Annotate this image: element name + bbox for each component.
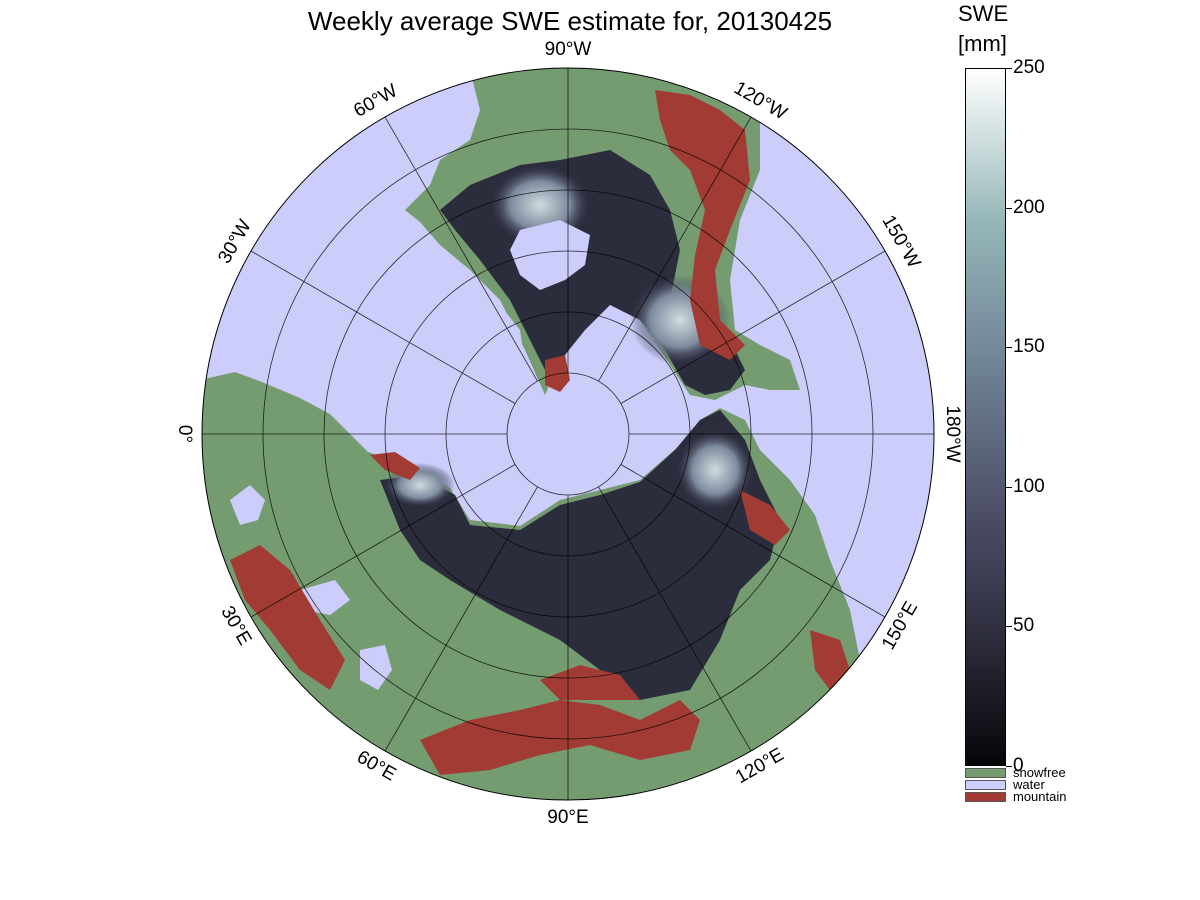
meridian-line	[250, 250, 516, 404]
mountains-east-siberia	[740, 490, 790, 545]
meridian-line	[384, 486, 538, 752]
swe-peak-yakutia	[677, 430, 753, 510]
longitude-label-90w: 90°W	[545, 39, 592, 60]
colorbar-tick	[1006, 68, 1012, 69]
colorbar-tick-label: 250	[1013, 57, 1045, 78]
mountains-scandinavia	[370, 452, 420, 480]
greenland-ice	[425, 295, 525, 410]
meridian-line	[384, 116, 538, 382]
map-title: Weekly average SWE estimate for, 2013042…	[307, 6, 833, 36]
caspian-sea	[360, 645, 392, 690]
colorbar-tick	[1006, 626, 1012, 628]
mountains-greenland	[545, 355, 570, 392]
colorbar-tick-label: 150	[1013, 336, 1045, 358]
mountains-kamchatka	[810, 630, 850, 690]
legend-swatch-mountain	[965, 792, 1006, 802]
meridian-line	[598, 486, 752, 752]
black-sea	[300, 580, 350, 615]
hudson-bay	[510, 220, 590, 290]
colorbar-tick-label: 100	[1013, 475, 1045, 497]
colorbar-tick-label: 0	[1013, 755, 1024, 776]
meridian-line	[598, 116, 752, 382]
graticule	[202, 68, 934, 800]
map-boundary	[201, 67, 935, 801]
colorbar-tick	[1006, 207, 1012, 209]
meridian-line	[250, 464, 516, 618]
colorbar-tick	[1006, 766, 1012, 767]
caspian-region	[230, 485, 265, 525]
longitude-label-180w: 180°W	[942, 405, 963, 462]
legend-label-water: water	[1013, 777, 1045, 792]
colorbar-tick-label: 50	[1013, 615, 1035, 637]
colorbar-tick-label: 200	[1013, 196, 1045, 218]
colorbar-title-unit: [mm]	[958, 31, 1007, 56]
longitude-label-0: 0°	[174, 425, 195, 443]
legend-label-mountain: mountain	[1013, 789, 1067, 804]
mountains-rockies	[655, 90, 750, 360]
mountains-himalaya	[420, 700, 700, 775]
legend-swatch-water	[965, 780, 1006, 790]
legend-swatch-snowfree	[965, 768, 1006, 778]
longitude-label-90e: 90°E	[547, 807, 588, 828]
meridian-line	[620, 250, 886, 404]
colorbar-tick	[1006, 486, 1012, 488]
colorbar-title-swe: SWE	[958, 1, 1009, 26]
colorbar-tick	[1006, 347, 1012, 349]
swe-colorbar	[965, 68, 1006, 766]
meridian-line	[620, 464, 886, 618]
mountains-alps-caucasus	[230, 545, 345, 690]
legend-label-snowfree: snowfree	[1013, 765, 1066, 780]
